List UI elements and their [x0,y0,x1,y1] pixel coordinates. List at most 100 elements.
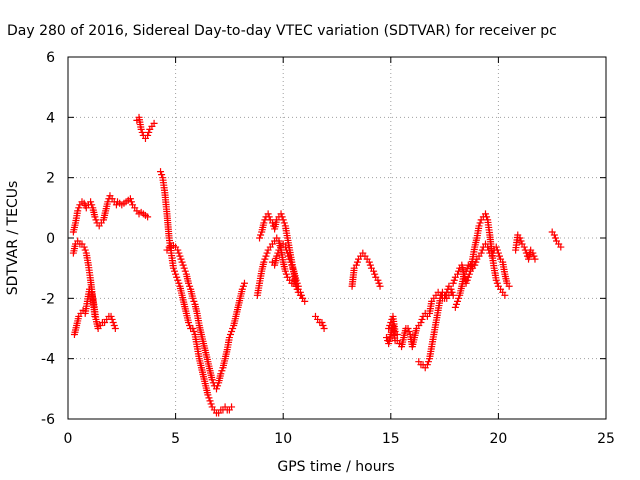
data-point [371,270,379,278]
data-point [277,210,285,218]
data-point [294,282,302,290]
data-point [81,246,89,254]
data-point [281,267,289,275]
data-point [273,252,281,260]
data-point [424,358,432,366]
data-point [280,219,288,227]
data-point [493,279,501,287]
data-point [186,282,194,290]
data-series [451,240,513,311]
data-point [375,279,383,287]
data-point [179,261,187,269]
data-series [113,195,152,221]
data-point [190,297,198,305]
y-tick-label: 4 [46,110,55,126]
data-point [109,318,117,326]
data-series [311,312,328,332]
data-point [477,249,485,257]
data-point [278,213,286,221]
data-point [144,131,152,139]
data-point [293,279,301,287]
data-point [451,303,459,311]
data-series [382,282,457,351]
data-point [205,394,213,402]
data-point [488,252,496,260]
data-point [80,243,88,251]
x-tick-label: 0 [64,431,73,447]
data-point [169,264,177,272]
data-point [374,276,382,284]
data-point [376,282,384,290]
y-tick-label: -2 [41,291,55,307]
data-point [455,294,463,302]
data-point [505,282,513,290]
y-tick-label: -6 [41,412,55,428]
data-point [289,264,297,272]
data-point [88,201,96,209]
data-point [279,216,287,224]
data-point [107,312,115,320]
data-point [207,400,215,408]
data-point [476,219,484,227]
data-point [181,267,189,275]
data-point [447,288,455,296]
data-point [454,297,462,305]
data-point [240,279,248,287]
data-point [452,300,460,308]
data-point [299,294,307,302]
x-tick-label: 15 [382,431,400,447]
data-point [158,171,166,179]
data-point [483,213,491,221]
data-point [260,219,268,227]
data-point [265,213,273,221]
data-series [157,168,236,417]
data-point [239,282,247,290]
data-point [126,195,134,203]
x-tick-labels: 0 5 10 15 20 25 [64,431,615,447]
data-point [173,273,181,281]
data-point [92,216,100,224]
data-point [91,312,99,320]
data-point [229,325,237,332]
data-point [174,246,182,254]
data-series [512,231,539,263]
data-point [256,234,264,242]
data-point [320,325,328,332]
data-point [190,328,198,336]
data-point [282,246,290,254]
data-series [415,288,455,372]
data-point [171,267,179,275]
data-point [178,258,186,266]
data-point [493,246,501,254]
data-point [287,258,295,266]
data-point [206,397,214,405]
y-axis-label: SDTVAR / TECUs [5,181,21,296]
data-point [478,246,486,254]
data-point [557,243,565,251]
data-point [260,258,268,266]
data-point [501,291,509,299]
data-point [481,210,489,218]
data-point [492,276,500,284]
data-point [475,222,483,230]
data-point [550,231,558,239]
data-point [449,279,457,287]
data-point [405,328,413,336]
data-point [217,370,225,378]
data-point [138,128,146,136]
data-point [268,219,276,227]
data-point [238,285,246,293]
data-point [127,198,135,206]
data-point [218,367,226,375]
data-point [257,231,265,239]
data-point [494,249,502,257]
data-point [281,243,289,251]
x-tick-label: 25 [597,431,615,447]
data-point [180,264,188,272]
data-point [370,267,378,275]
x-tick-label: 5 [171,431,180,447]
data-point [144,213,152,221]
data-point [386,321,394,329]
data-point [185,279,193,287]
data-point [382,334,390,342]
